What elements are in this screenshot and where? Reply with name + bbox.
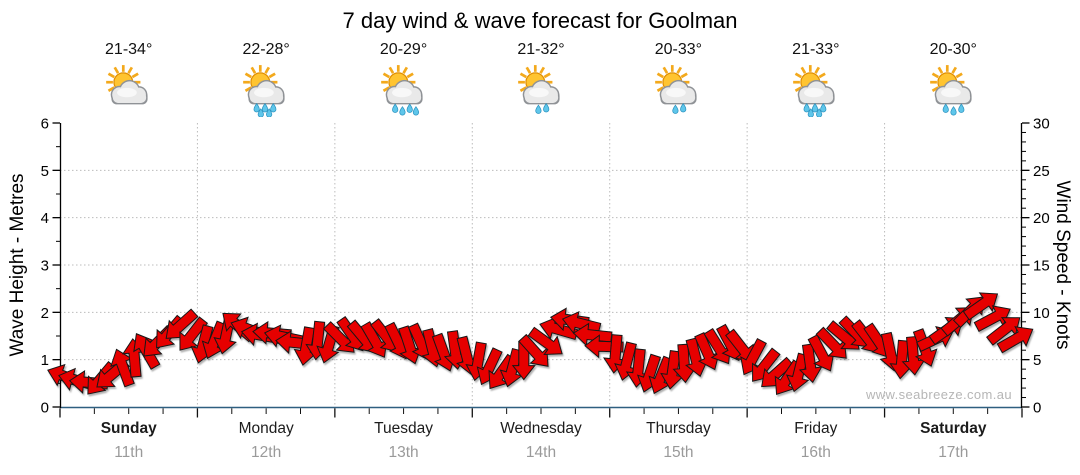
wind-arrow (511, 341, 536, 381)
temperature-range: 20-30° (929, 41, 977, 58)
weather-icon-slot (789, 63, 843, 118)
sun-cloud-showers-icon (930, 65, 972, 116)
left-axis-tick-label: 1 (41, 352, 49, 369)
weather-icon-slot (926, 63, 980, 117)
left-axis-tick-label: 4 (41, 210, 49, 227)
day-date-label: 15th (663, 444, 694, 461)
wind-arrow (499, 347, 523, 388)
right-axis-tick-label: 5 (1033, 352, 1041, 369)
axes: 0 1 2 3 4 5 6 0 5 10 15 20 25 30 (41, 116, 1050, 417)
weather-icon-slot (102, 63, 156, 117)
wind-arrow (518, 333, 549, 367)
temperature-range: 21-32° (517, 41, 565, 58)
temperature-range: 21-34° (105, 41, 153, 58)
right-axis-tick-label: 0 (1033, 400, 1041, 417)
temperature-range: 20-33° (654, 41, 703, 58)
wind-arrow (901, 335, 926, 376)
temperature-range: 21-33° (792, 41, 840, 58)
day-name-label: Monday (238, 420, 294, 437)
watermark: www.seabreeze.com.au (865, 387, 1012, 402)
left-axis-tick-label: 3 (41, 258, 49, 275)
left-axis-tick-label: 0 (41, 400, 49, 417)
wind-arrow (986, 317, 1021, 346)
day-date-label: 14th (525, 444, 557, 461)
temperature-range: 22-28° (242, 41, 290, 58)
day-date-label: 17th (938, 444, 969, 461)
day-name-label: Saturday (920, 420, 987, 437)
wind-arrow (660, 350, 684, 390)
sun-cloud-rain-icon (380, 65, 423, 116)
left-axis-tick-label: 6 (41, 116, 49, 133)
wind-arrow (798, 343, 823, 384)
weather-icon-slot (377, 63, 431, 117)
day-date-label: 13th (388, 444, 419, 461)
weather-icon-slot (239, 63, 293, 118)
page-title: 7 day wind & wave forecast for Goolman (342, 8, 738, 33)
wind-arrow (962, 292, 999, 321)
wind-arrow (561, 310, 602, 335)
wind-arrow (815, 326, 847, 359)
wind-arrow (603, 334, 627, 374)
day-date-label: 16th (800, 444, 831, 461)
day-name-label: Thursday (646, 420, 711, 437)
sun-cloud-showers-icon (655, 65, 698, 114)
wind-arrow (527, 326, 563, 355)
bottom-axis-ticks (59, 408, 1023, 418)
wind-arrow (785, 352, 810, 393)
wind-arrow (572, 322, 613, 347)
wind-arrow (694, 332, 720, 371)
right-axis-tick-label: 25 (1033, 163, 1050, 180)
left-axis-tick-label: 2 (41, 305, 49, 322)
sun-cloud-rain-heavy-icon (792, 65, 835, 118)
day-name-label: Wednesday (500, 420, 582, 437)
wind-arrow (360, 321, 388, 358)
wind-arrow (740, 338, 767, 376)
day-date-label: 11th (114, 444, 144, 461)
wind-arrow (703, 327, 732, 365)
day-date-label: 12th (251, 444, 282, 461)
day-name-label: Tuesday (374, 420, 433, 437)
right-axis-tick-label: 20 (1033, 210, 1050, 227)
right-axis-tick-label: 10 (1033, 305, 1050, 322)
wind-arrow (614, 341, 638, 381)
sun-cloud-icon (105, 65, 148, 105)
temperature-range: 20-29° (379, 41, 428, 58)
day-name-label: Sunday (100, 420, 157, 437)
wind-arrow (179, 316, 209, 351)
right-axis-tick-label: 30 (1033, 116, 1050, 133)
weather-icon-slot (514, 63, 568, 117)
sun-cloud-rain-heavy-icon (243, 65, 285, 118)
wind-arrow (996, 326, 1034, 354)
wind-arrow-series (47, 292, 1034, 396)
day-name-label: Friday (794, 420, 838, 437)
right-axis-tick-label: 15 (1033, 258, 1050, 275)
sun-cloud-showers-icon (518, 65, 560, 114)
left-axis-tick-label: 5 (41, 163, 49, 180)
weather-icon-slot (651, 63, 705, 117)
wind-arrow (398, 325, 423, 365)
